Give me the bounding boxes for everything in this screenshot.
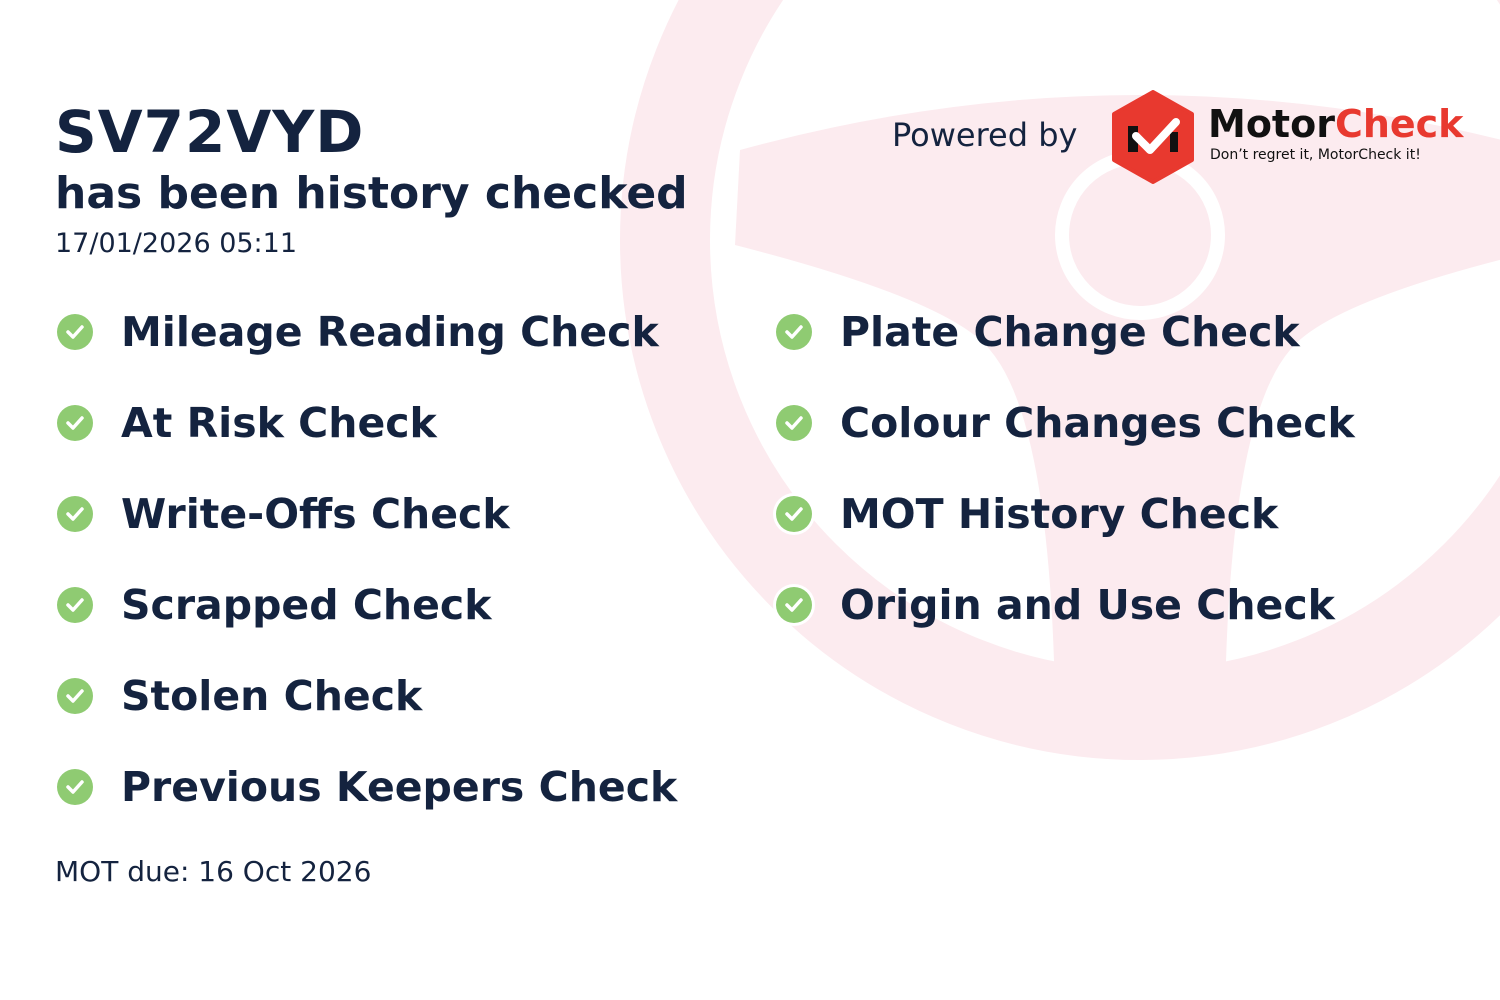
subtitle: has been history checked: [55, 168, 688, 219]
check-circle-icon: [776, 587, 812, 623]
tagline: Don’t regret it, MotorCheck it!: [1210, 147, 1421, 163]
powered-by-label: Powered by: [892, 116, 1078, 154]
check-circle-icon: [57, 405, 93, 441]
check-circle-icon: [57, 496, 93, 532]
check-circle-icon: [776, 496, 812, 532]
check-item: Previous Keepers Check: [57, 763, 677, 811]
check-label: Colour Changes Check: [840, 399, 1355, 447]
check-circle-icon: [57, 769, 93, 805]
check-item: Write-Offs Check: [57, 490, 510, 538]
motorcheck-logo-icon: [1112, 90, 1194, 184]
check-label: Origin and Use Check: [840, 581, 1335, 629]
check-item: Plate Change Check: [776, 308, 1300, 356]
check-label: Stolen Check: [121, 672, 423, 720]
check-item: Origin and Use Check: [776, 581, 1335, 629]
check-label: Scrapped Check: [121, 581, 492, 629]
check-label: MOT History Check: [840, 490, 1279, 538]
check-label: Write-Offs Check: [121, 490, 510, 538]
check-circle-icon: [776, 405, 812, 441]
registration-plate: SV72VYD: [55, 98, 365, 166]
check-datetime: 17/01/2026 05:11: [55, 228, 298, 259]
mot-due: MOT due: 16 Oct 2026: [55, 855, 372, 888]
check-circle-icon: [57, 678, 93, 714]
check-circle-icon: [776, 314, 812, 350]
check-label: Plate Change Check: [840, 308, 1300, 356]
check-label: At Risk Check: [121, 399, 437, 447]
check-circle-icon: [57, 587, 93, 623]
check-label: Mileage Reading Check: [121, 308, 659, 356]
check-circle-icon: [57, 314, 93, 350]
motorcheck-wordmark: MotorCheck: [1208, 102, 1464, 146]
check-item: Colour Changes Check: [776, 399, 1355, 447]
check-item: Mileage Reading Check: [57, 308, 659, 356]
check-item: Scrapped Check: [57, 581, 492, 629]
check-label: Previous Keepers Check: [121, 763, 678, 811]
check-item: At Risk Check: [57, 399, 437, 447]
check-item: MOT History Check: [776, 490, 1278, 538]
check-item: Stolen Check: [57, 672, 422, 720]
